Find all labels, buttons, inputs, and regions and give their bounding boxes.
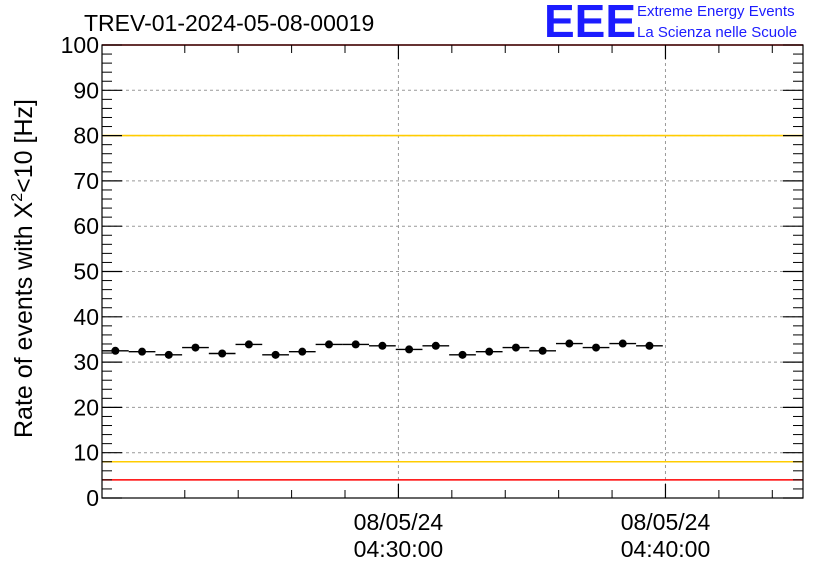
data-point (645, 341, 654, 350)
y-tick-label: 60 (73, 213, 99, 239)
data-point (618, 339, 627, 348)
y-tick-label: 10 (73, 440, 99, 466)
x-tick-label-date: 08/05/24 (621, 509, 711, 535)
eee-logo: EEE Extreme Energy Events La Scienza nel… (544, 0, 834, 46)
y-axis-title-group: Rate of events with X2<10 [Hz] (9, 99, 38, 438)
data-point (244, 340, 253, 349)
data-point (565, 339, 574, 348)
y-axis-title-tail: <10 [Hz] (10, 99, 38, 193)
x-tick-label-date: 08/05/24 (354, 509, 444, 535)
x-tick-label-time: 04:30:00 (354, 536, 444, 562)
data-point (485, 347, 494, 356)
data-point (298, 347, 307, 356)
data-point (111, 346, 120, 355)
data-point (324, 340, 333, 349)
y-tick-label: 50 (73, 259, 99, 285)
data-point (592, 343, 601, 352)
y-tick-label: 80 (73, 123, 99, 149)
y-axis-title-main: Rate of events with X (10, 201, 38, 438)
plot-frame (101, 44, 804, 499)
data-point (351, 340, 360, 349)
data-point (191, 343, 200, 352)
data-point (378, 341, 387, 350)
x-tick-label-time: 04:40:00 (621, 536, 711, 562)
y-axis-title-superscript: 2 (9, 193, 26, 202)
y-tick-label: 40 (73, 304, 99, 330)
y-tick-label: 100 (61, 32, 99, 58)
y-tick-label: 90 (73, 77, 99, 103)
eee-logo-line-1: Extreme Energy Events (637, 3, 795, 20)
data-point (218, 349, 227, 358)
y-tick-label: 30 (73, 349, 99, 375)
data-point (138, 347, 147, 356)
data-point (511, 343, 520, 352)
data-point (431, 341, 440, 350)
data-point (164, 350, 173, 359)
y-tick-label: 20 (73, 394, 99, 420)
eee-logo-mark: EEE (544, 0, 637, 47)
eee-logo-line-2: La Scienza nelle Scuole (637, 24, 798, 41)
y-tick-label: 70 (73, 168, 99, 194)
data-point (405, 345, 414, 354)
run-title: TREV-01-2024-05-08-00019 (84, 10, 375, 36)
data-point (271, 350, 280, 359)
data-series (102, 339, 663, 359)
data-point (458, 350, 467, 359)
data-point (538, 346, 547, 355)
y-tick-label: 0 (86, 485, 99, 511)
y-axis-title: Rate of events with X2<10 [Hz] (9, 99, 38, 438)
